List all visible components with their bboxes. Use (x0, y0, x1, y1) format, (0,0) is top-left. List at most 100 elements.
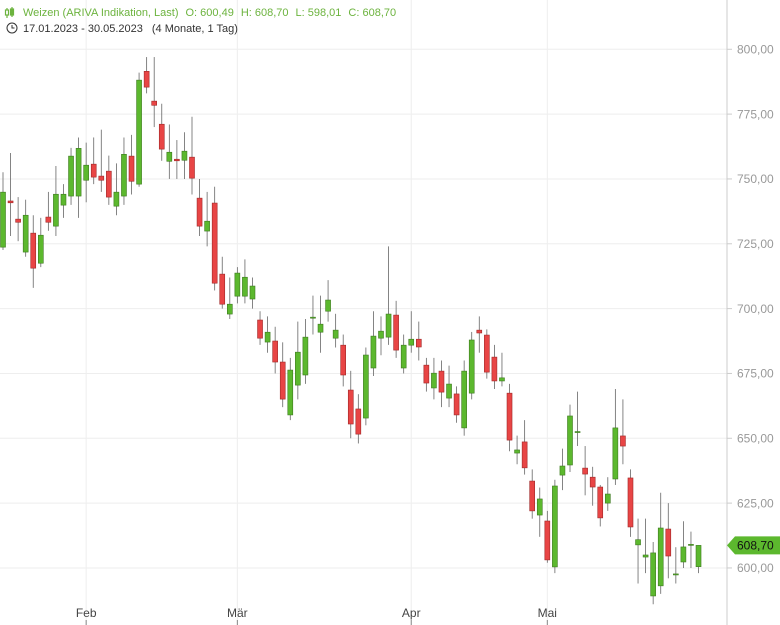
candle-body (340, 344, 347, 376)
candle-body (431, 372, 437, 389)
candle-body (249, 285, 256, 300)
candle-body (302, 336, 309, 376)
low-value: L: 598,01 (296, 7, 342, 19)
candle-body (227, 303, 233, 315)
candle-body (219, 273, 226, 305)
x-tick-label: Feb (76, 606, 97, 620)
candle-body (7, 200, 14, 204)
x-tick-label: Mär (227, 606, 248, 620)
candle-body (325, 299, 331, 312)
candle-body (211, 202, 218, 284)
x-tick-label: Mai (538, 606, 557, 620)
candle-body (604, 493, 611, 504)
candle-body (272, 340, 278, 363)
candle-body (627, 477, 634, 528)
candle-body (196, 197, 203, 227)
candle-body (491, 356, 498, 382)
candle-body (589, 476, 596, 488)
candle-body (53, 193, 59, 227)
y-tick-label: 800,00 (737, 42, 774, 56)
candle-body (378, 330, 384, 339)
candle-body (567, 415, 573, 466)
y-tick-label: 675,00 (737, 367, 774, 381)
candle-body (385, 313, 392, 338)
candle-body (635, 539, 641, 546)
candle-body (15, 218, 21, 223)
candle-body (612, 427, 619, 480)
date-range: 17.01.2023 - 30.05.2023 (23, 23, 143, 35)
candle-body (128, 155, 135, 182)
grid (0, 0, 727, 625)
candle-body (355, 408, 362, 435)
candle-body (370, 335, 377, 369)
candle-body (317, 323, 324, 333)
candle-body (620, 435, 626, 447)
candle-body (90, 163, 97, 178)
candle-body (582, 467, 588, 475)
y-tick-label: 650,00 (737, 431, 774, 445)
candle-body (121, 154, 127, 197)
candle-body (499, 377, 505, 382)
candle-body (453, 393, 460, 416)
candle-body (559, 465, 566, 476)
y-tick-label: 750,00 (737, 172, 774, 186)
candle-body (438, 370, 445, 393)
candle-body (423, 364, 430, 384)
candle-body (657, 527, 664, 587)
candle-body (83, 164, 89, 181)
y-tick-label: 625,00 (737, 496, 774, 510)
candle-body (264, 331, 271, 343)
candle-body (688, 544, 694, 546)
candle-body (136, 79, 142, 185)
candle-body (506, 392, 513, 441)
candle-body (446, 383, 452, 399)
candle-body (60, 193, 67, 206)
candle-body (158, 123, 165, 150)
candle-body (22, 214, 29, 253)
candle-body (347, 389, 354, 425)
legend-icon (4, 7, 15, 18)
candle-body (461, 370, 467, 429)
candle-body (143, 71, 150, 88)
candle-body (642, 554, 649, 558)
candle-body (574, 431, 581, 433)
candle-body (174, 158, 180, 162)
candle-body (536, 498, 543, 516)
candle-body (332, 329, 339, 339)
candle-body (476, 329, 483, 334)
candle-body (484, 334, 490, 373)
candle-body (665, 528, 672, 557)
x-tick-label: Apr (402, 606, 421, 620)
candle-body (287, 369, 294, 416)
y-tick-label: 600,00 (737, 561, 774, 575)
y-tick-label: 775,00 (737, 107, 774, 121)
high-value: H: 608,70 (241, 7, 289, 19)
candle-body (242, 276, 248, 297)
candle-body (695, 545, 702, 567)
candle-body (98, 175, 105, 181)
candle-body (234, 272, 241, 297)
candle-body (680, 546, 687, 563)
candle-body (468, 339, 475, 394)
candle-body (106, 170, 112, 198)
y-tick-label: 725,00 (737, 237, 774, 251)
candle-body (544, 520, 551, 561)
candle-body (75, 148, 82, 197)
candle-body (408, 338, 415, 346)
candle-body (529, 480, 536, 512)
candle-body (166, 151, 173, 162)
close-value: C: 608,70 (348, 7, 396, 19)
candle-body (363, 354, 369, 419)
clock-icon (6, 22, 18, 34)
candle-body (151, 100, 157, 106)
candle-body (0, 191, 6, 248)
candle-body (400, 344, 407, 369)
candle-body (650, 552, 656, 597)
last-price-tag (727, 536, 780, 555)
candle-body (521, 441, 528, 469)
instrument-name: Weizen (ARIVA Indikation, Last) (23, 7, 179, 19)
candle-body (113, 191, 120, 207)
candle-body (295, 351, 301, 386)
candle-body (204, 220, 210, 232)
